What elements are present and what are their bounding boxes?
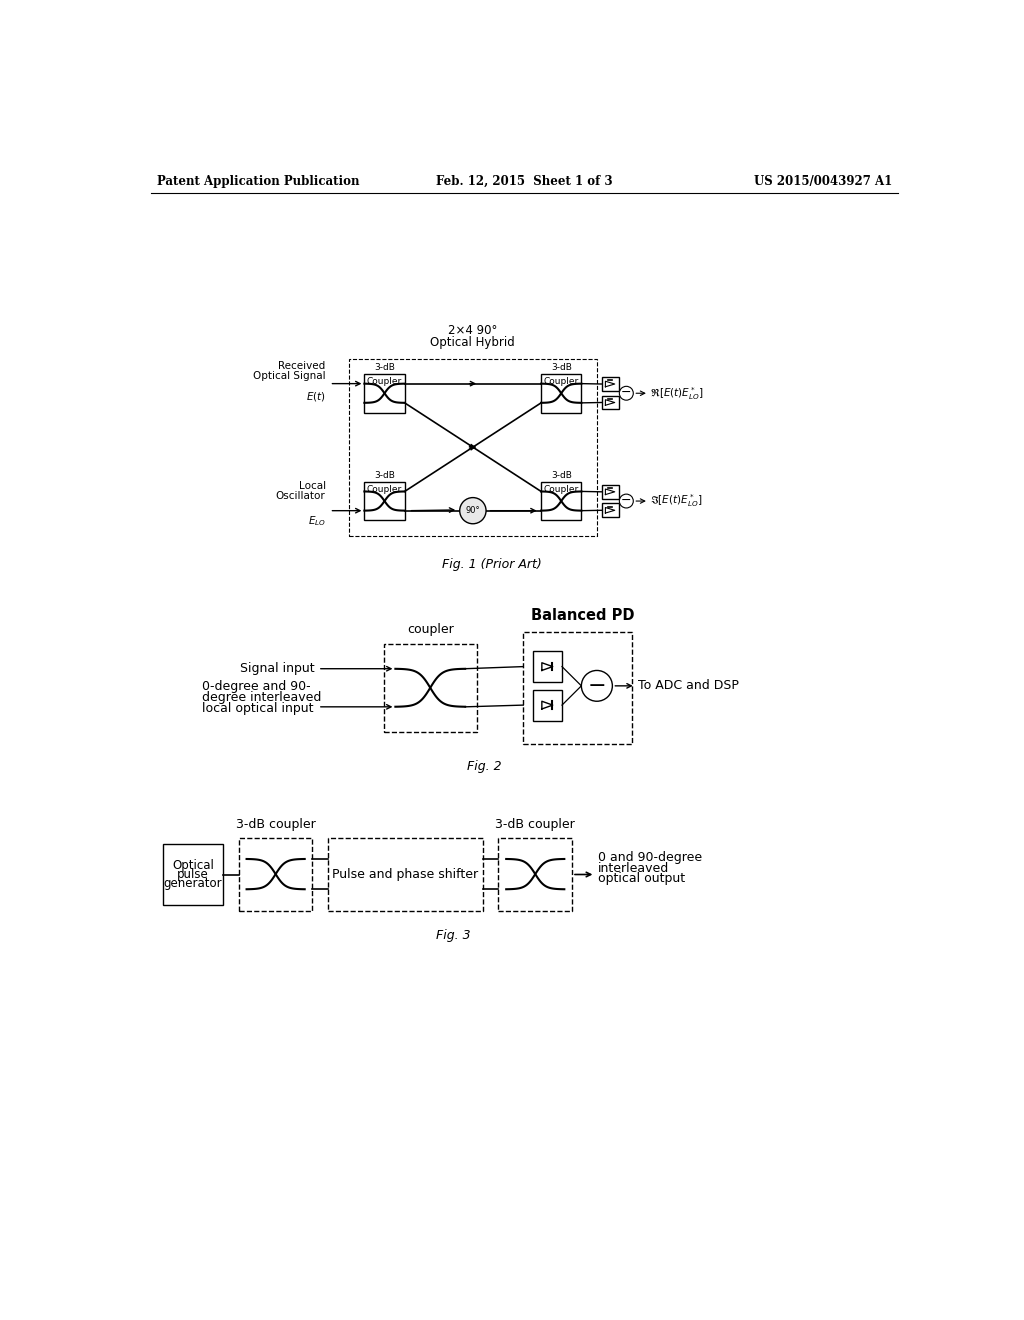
Text: Feb. 12, 2015  Sheet 1 of 3: Feb. 12, 2015 Sheet 1 of 3 bbox=[436, 176, 613, 187]
Text: 0-degree and 90-: 0-degree and 90- bbox=[202, 680, 310, 693]
Text: local optical input: local optical input bbox=[202, 701, 313, 714]
Text: interleaved: interleaved bbox=[598, 862, 669, 875]
Bar bbox=[384, 644, 477, 733]
Text: $E(t)$: $E(t)$ bbox=[306, 389, 326, 403]
Text: pulse: pulse bbox=[177, 869, 209, 880]
Bar bbox=[541, 374, 582, 412]
Bar bbox=[532, 689, 562, 721]
Text: 3-dB: 3-dB bbox=[551, 363, 571, 372]
Text: Patent Application Publication: Patent Application Publication bbox=[158, 176, 360, 187]
Text: Fig. 2: Fig. 2 bbox=[467, 760, 502, 774]
Bar bbox=[365, 374, 404, 412]
Text: Pulse and phase shifter: Pulse and phase shifter bbox=[333, 867, 478, 880]
Bar bbox=[163, 843, 223, 906]
Text: Optical: Optical bbox=[172, 859, 214, 871]
Text: Oscillator: Oscillator bbox=[275, 491, 326, 502]
Circle shape bbox=[582, 671, 612, 701]
Text: Coupler: Coupler bbox=[367, 484, 402, 494]
Text: 3-dB coupler: 3-dB coupler bbox=[496, 818, 575, 832]
Bar bbox=[349, 359, 597, 536]
Bar bbox=[328, 838, 483, 911]
Text: Received: Received bbox=[279, 362, 326, 371]
Bar bbox=[239, 838, 312, 911]
Circle shape bbox=[620, 494, 633, 508]
Text: Fig. 3: Fig. 3 bbox=[436, 929, 471, 942]
Bar bbox=[523, 632, 632, 743]
Text: 0 and 90-degree: 0 and 90-degree bbox=[598, 850, 701, 863]
Text: Balanced PD: Balanced PD bbox=[531, 607, 635, 623]
Text: US 2015/0043927 A1: US 2015/0043927 A1 bbox=[754, 176, 892, 187]
Text: 3-dB: 3-dB bbox=[551, 471, 571, 480]
Text: $E_{LO}$: $E_{LO}$ bbox=[307, 513, 326, 528]
Text: Signal input: Signal input bbox=[241, 663, 314, 676]
Text: −: − bbox=[622, 494, 632, 507]
Bar bbox=[365, 482, 404, 520]
Text: Local: Local bbox=[299, 480, 326, 491]
Text: Coupler: Coupler bbox=[544, 378, 579, 385]
Bar bbox=[601, 484, 618, 499]
Bar bbox=[541, 482, 582, 520]
Text: degree interleaved: degree interleaved bbox=[202, 690, 321, 704]
Circle shape bbox=[620, 387, 633, 400]
Text: −: − bbox=[622, 385, 632, 399]
Text: Coupler: Coupler bbox=[544, 484, 579, 494]
Text: 3-dB: 3-dB bbox=[374, 363, 395, 372]
Text: Coupler: Coupler bbox=[367, 378, 402, 385]
Text: 2×4 90°: 2×4 90° bbox=[449, 323, 498, 337]
Bar bbox=[532, 651, 562, 682]
Text: Fig. 1 (Prior Art): Fig. 1 (Prior Art) bbox=[442, 558, 542, 572]
Text: To ADC and DSP: To ADC and DSP bbox=[638, 680, 739, 693]
Text: coupler: coupler bbox=[407, 623, 454, 636]
Circle shape bbox=[460, 498, 486, 524]
Text: 3-dB: 3-dB bbox=[374, 471, 395, 480]
Bar bbox=[499, 838, 572, 911]
Bar bbox=[601, 503, 618, 517]
Text: 90°: 90° bbox=[466, 506, 480, 515]
Text: generator: generator bbox=[164, 878, 222, 890]
Bar bbox=[601, 378, 618, 391]
Text: $\mathfrak{R}[E(t)E^*_{LO}]$: $\mathfrak{R}[E(t)E^*_{LO}]$ bbox=[650, 385, 705, 401]
Bar bbox=[601, 396, 618, 409]
Text: 3-dB coupler: 3-dB coupler bbox=[236, 818, 315, 832]
Text: optical output: optical output bbox=[598, 873, 685, 886]
Text: Optical Hybrid: Optical Hybrid bbox=[430, 337, 515, 350]
Text: −: − bbox=[588, 676, 606, 696]
Text: $\mathfrak{I}[E(t)E^*_{LO}]$: $\mathfrak{I}[E(t)E^*_{LO}]$ bbox=[650, 492, 702, 510]
Text: Optical Signal: Optical Signal bbox=[253, 371, 326, 380]
